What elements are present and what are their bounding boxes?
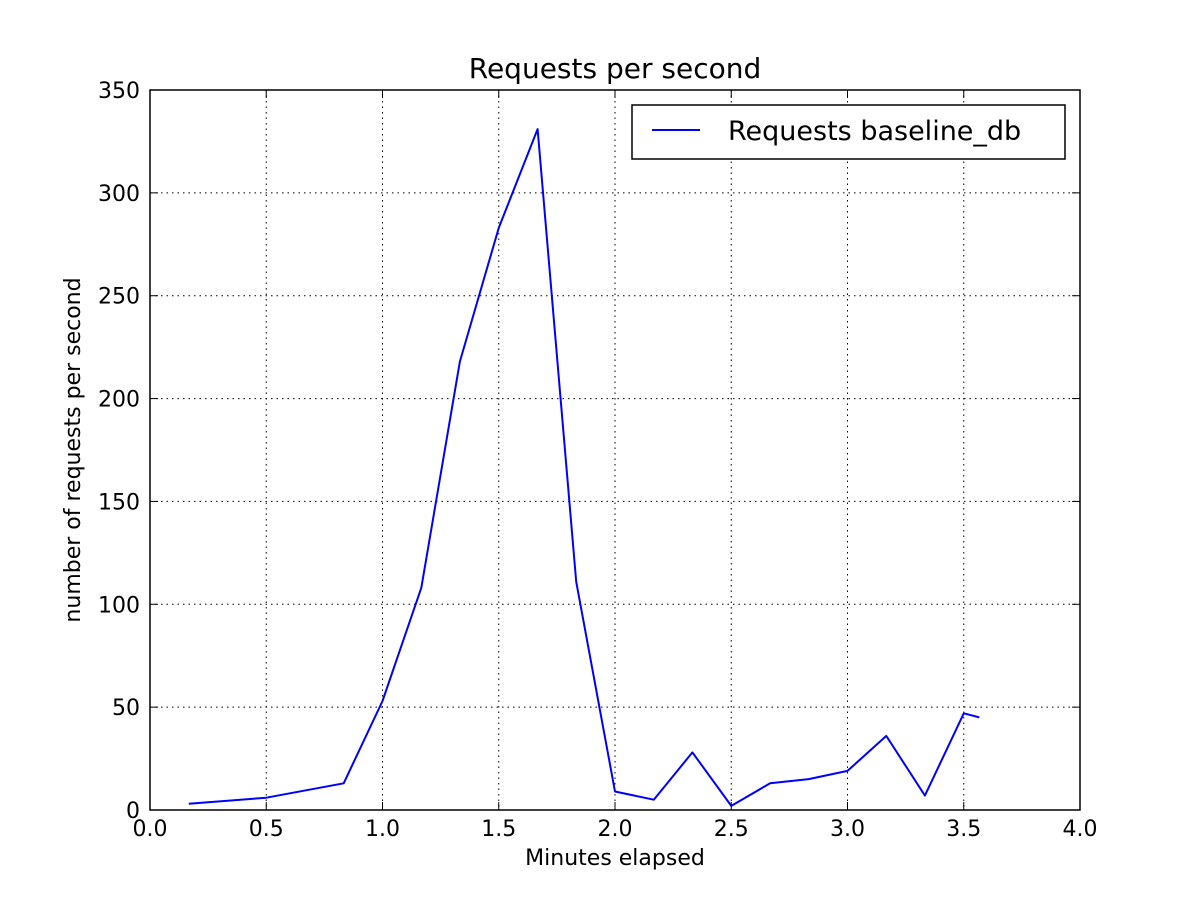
y-tick-label: 200: [98, 388, 140, 413]
x-tick-label: 3.5: [946, 817, 981, 842]
legend: Requests baseline_db: [631, 104, 1066, 160]
x-tick-label: 2.0: [598, 817, 633, 842]
y-tick-label: 300: [98, 182, 140, 207]
y-tick-label: 250: [98, 285, 140, 310]
y-tick-label: 150: [98, 490, 140, 515]
x-tick-label: 1.5: [481, 817, 516, 842]
ticks: [149, 89, 1081, 811]
y-tick-labels: 0 50 100 150 200 250 300 350: [98, 79, 140, 824]
y-axis-label: number of requests per second: [61, 277, 86, 622]
series-group: [188, 128, 980, 807]
y-tick-label: 350: [98, 79, 140, 104]
x-tick-label: 2.5: [714, 817, 749, 842]
series-line: [188, 128, 980, 807]
x-tick-label: 0.5: [249, 817, 284, 842]
y-tick-label: 100: [98, 593, 140, 618]
chart-title: Requests per second: [469, 52, 762, 85]
x-tick-label: 3.0: [830, 817, 865, 842]
x-tick-label: 0.0: [133, 817, 168, 842]
x-tick-labels: 0.0 0.5 1.0 1.5 2.0 2.5 3.0 3.5 4.0: [133, 817, 1098, 842]
legend-label: Requests baseline_db: [728, 116, 1021, 147]
y-tick-label: 0: [126, 799, 140, 824]
y-tick-label: 50: [112, 696, 140, 721]
legend-box: [631, 104, 1066, 160]
x-axis-label: Minutes elapsed: [525, 846, 705, 871]
x-tick-label: 1.0: [365, 817, 400, 842]
x-tick-label: 4.0: [1063, 817, 1098, 842]
